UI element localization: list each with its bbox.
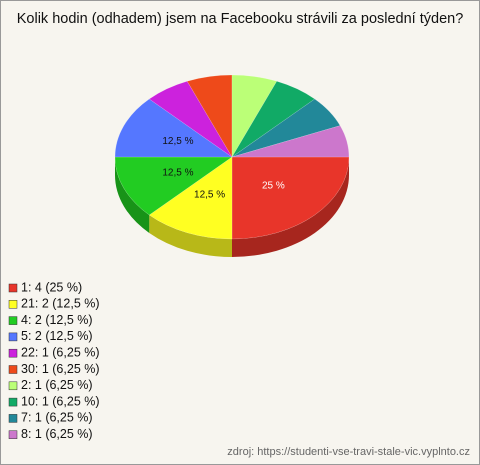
- legend-swatch: [8, 300, 18, 309]
- legend-swatch: [8, 332, 18, 342]
- slice: [231, 98, 341, 158]
- slice: [231, 125, 350, 158]
- slice: [148, 156, 233, 240]
- legend-label: 8: 1 (6,25 %): [21, 427, 93, 441]
- slice-side: [232, 157, 349, 257]
- slice-side: [115, 157, 150, 233]
- slice: [231, 156, 350, 240]
- legend-label: 2: 1 (6,25 %): [21, 378, 93, 392]
- chart-title: Kolik hodin (odhadem) jsem na Facebooku …: [17, 11, 464, 27]
- legend-label: 5: 2 (12,5 %): [21, 329, 93, 343]
- data-label: 25 %: [262, 181, 285, 192]
- slice: [148, 80, 233, 158]
- legend-label: 21: 2 (12,5 %): [21, 297, 100, 311]
- legend-swatch: [8, 365, 18, 374]
- source: zdroj: https://studenti-vse-travi-stale-…: [227, 446, 470, 458]
- legend-label: 30: 1 (6,25 %): [21, 362, 100, 376]
- slice-side: [149, 214, 232, 257]
- legend-swatch: [8, 348, 18, 358]
- legend-label: 1: 4 (25 %): [21, 280, 82, 294]
- data-label: 12,5 %: [162, 167, 193, 178]
- data-label: 12,5 %: [194, 190, 225, 201]
- slice: [114, 98, 233, 158]
- legend-swatch: [8, 381, 18, 391]
- slice: [114, 156, 233, 216]
- legend-label: 4: 2 (12,5 %): [21, 313, 93, 327]
- legend-swatch: [8, 430, 18, 439]
- slice: [186, 74, 233, 158]
- legend-swatch: [8, 316, 18, 325]
- legend-label: 7: 1 (6,25 %): [21, 411, 93, 425]
- legend-swatch: [8, 283, 18, 293]
- legend-label: 22: 1 (6,25 %): [21, 345, 100, 359]
- data-label: 12,5 %: [162, 136, 193, 147]
- legend-label: 10: 1 (6,25 %): [21, 394, 100, 408]
- legend-swatch: [8, 414, 18, 423]
- slice: [231, 74, 278, 158]
- legend-swatch: [8, 397, 18, 407]
- slice: [231, 80, 316, 158]
